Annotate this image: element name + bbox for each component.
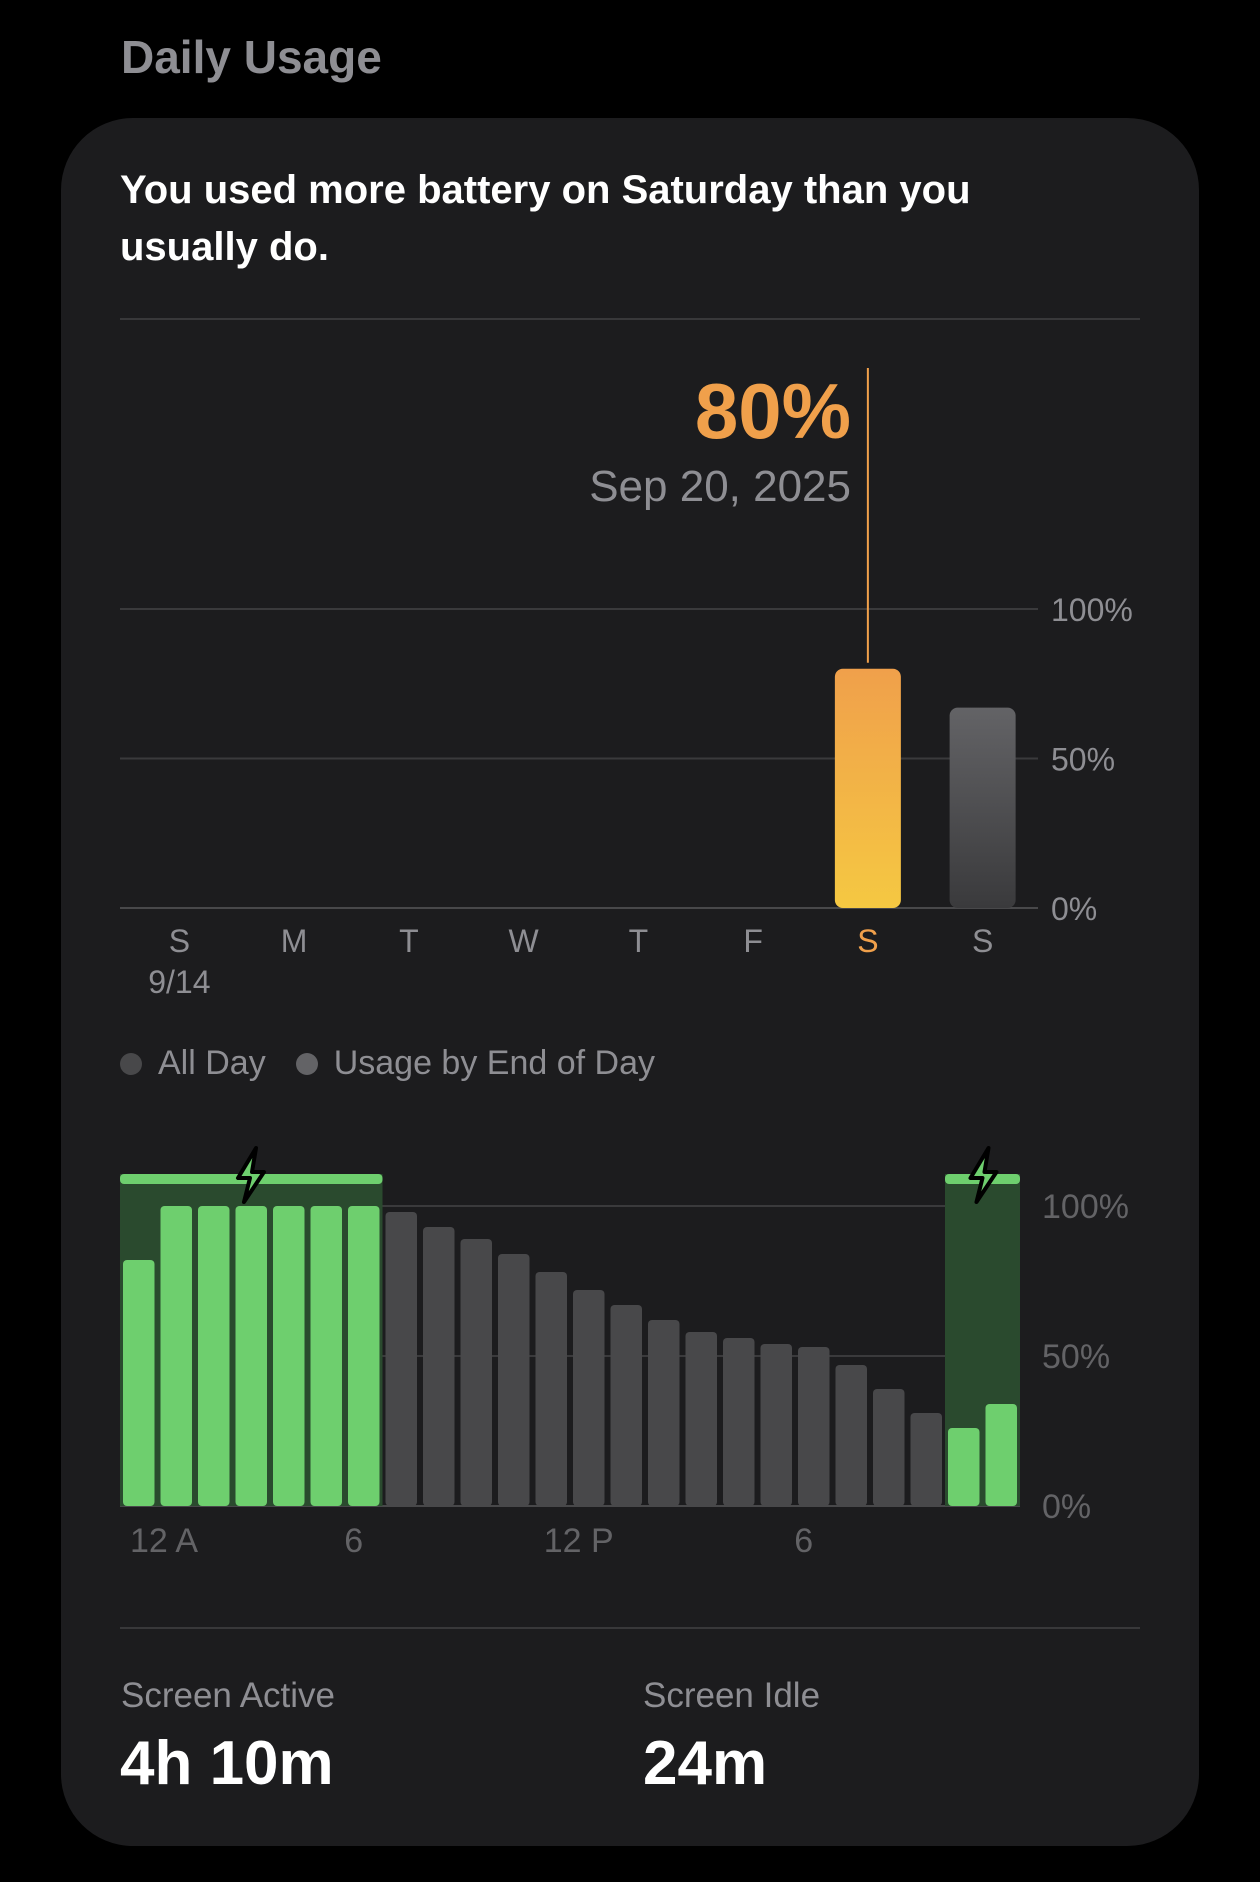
chart-legend: All Day Usage by End of Day [120,1044,685,1083]
x-tick-label: S [169,923,190,959]
x-tick-sublabel: 9/14 [148,964,210,1000]
charging-bolt-icon [236,1146,266,1204]
hour-bar [460,1239,492,1506]
hour-bar [235,1206,267,1506]
daily-usage-card [61,118,1199,1846]
x-tick-label: 12 P [544,1522,614,1560]
screen-idle-value: 24m [643,1729,768,1798]
day-bar [949,707,1016,908]
x-tick-label: S [857,923,878,959]
divider-bottom [120,1627,1140,1629]
hour-bar [123,1260,155,1506]
hour-bar [310,1206,342,1506]
hour-bar [273,1206,305,1506]
hour-bar [573,1290,605,1506]
hour-bar [910,1413,942,1506]
screen-active-value: 4h 10m [120,1729,334,1798]
legend-dot-icon [120,1052,142,1075]
legend-item-end-of-day[interactable]: Usage by End of Day [295,1044,655,1083]
y-tick-label: 0% [1051,891,1097,927]
y-tick-label: 100% [1051,592,1133,628]
selected-day-bar [834,668,901,908]
hour-bar [385,1212,417,1506]
x-tick-label: 6 [344,1522,363,1560]
weekly-usage-chart[interactable]: 100% 50% 0% S 9/14 M T W T F S S [0,0,1260,1020]
screen-active-label: Screen Active [121,1676,335,1715]
insight-headline: You used more battery on Saturday than y… [120,168,971,269]
hour-bar [348,1206,380,1506]
charging-bolt-icon [968,1146,999,1204]
legend-item-all-day[interactable]: All Day [120,1044,266,1083]
hour-bar [685,1332,717,1506]
section-title: Daily Usage [121,31,382,83]
legend-label: Usage by End of Day [333,1044,655,1082]
hour-bar [798,1347,830,1506]
x-tick-label: W [509,923,540,959]
legend-dot-icon [295,1052,318,1075]
hour-bar [198,1206,230,1506]
x-tick-label: 6 [794,1522,813,1560]
hour-bar [760,1344,792,1506]
y-tick-label: 50% [1051,742,1115,778]
y-tick-label: 100% [1042,1188,1129,1226]
x-tick-label: M [281,923,308,959]
hour-bar [648,1320,680,1506]
hour-bar [498,1254,530,1506]
x-tick-label: T [629,923,649,959]
hour-bar [835,1365,867,1506]
y-tick-label: 50% [1042,1338,1110,1376]
hour-bar [985,1404,1017,1506]
selected-bar-date: Sep 20, 2025 [589,462,851,511]
hourly-battery-chart[interactable]: 100% 50% 0% 12 A 6 12 P 6 [0,0,1260,1580]
hour-bar [610,1305,642,1506]
legend-label: All Day [158,1044,266,1082]
x-tick-label: S [972,923,993,959]
hour-bar [160,1206,192,1506]
x-tick-label: T [399,923,419,959]
x-tick-label: 12 A [130,1522,198,1560]
divider-top [120,318,1140,320]
screen-idle-label: Screen Idle [643,1676,821,1715]
hour-bar [948,1428,980,1506]
y-tick-label: 0% [1042,1488,1091,1526]
hour-bar [723,1338,755,1506]
x-tick-label: F [743,923,763,959]
hour-bar [423,1227,455,1506]
hour-bar [873,1389,905,1506]
selected-bar-value: 80% [694,367,851,455]
hour-bar [535,1272,567,1506]
